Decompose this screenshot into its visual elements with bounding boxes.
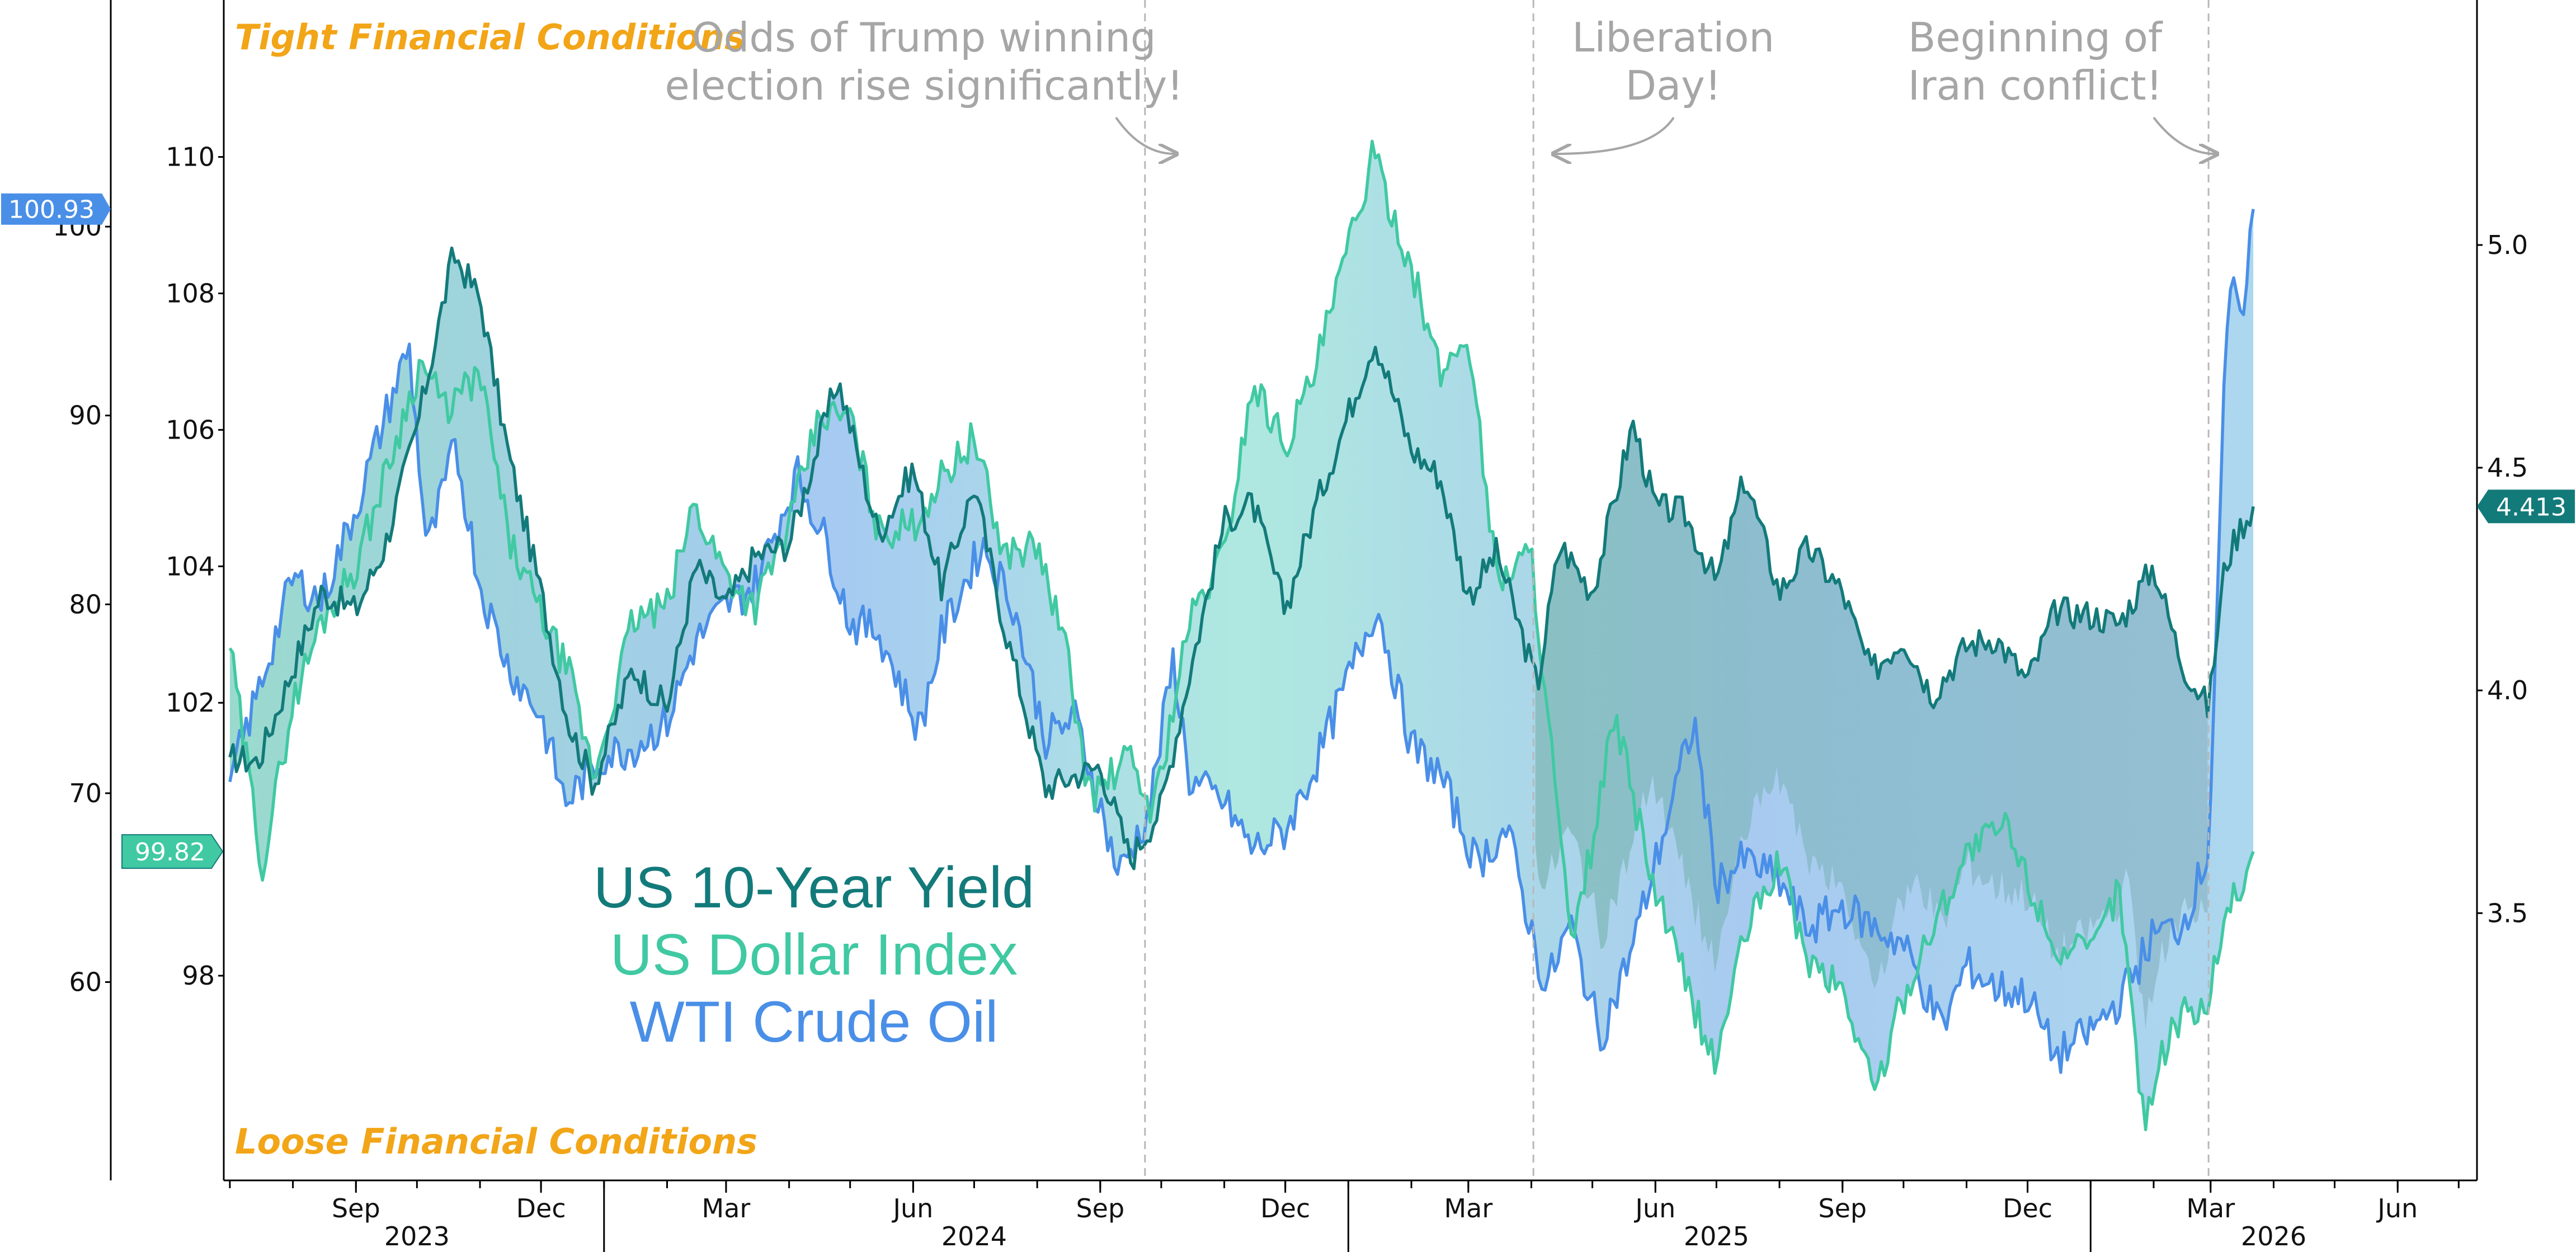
series-band-fill (229, 141, 2254, 1130)
yield-last-tag (2477, 489, 2575, 524)
x-month-label: Mar (2186, 1193, 2235, 1223)
dxy-tick-label: 108 (166, 278, 215, 308)
annotation-arrow-0 (1115, 116, 1175, 154)
x-year-label: 2026 (2241, 1221, 2306, 1251)
legend-oil: WTI Crude Oil (630, 990, 999, 1055)
x-month-label: Jun (1633, 1193, 1675, 1223)
dxy-tick-label: 110 (166, 142, 215, 172)
band-fill-layer (229, 141, 2254, 1130)
annotation-0-line-0: Odds of Trump winning (692, 14, 1156, 61)
annotation-arrow-2 (2153, 116, 2215, 154)
dxy-tick-label: 102 (166, 688, 215, 718)
annotation-arrow-1 (1555, 116, 1675, 154)
yield-band-fill (1535, 421, 2208, 1029)
legend: US 10-Year Yield US Dollar Index WTI Cru… (594, 855, 1034, 1055)
x-month-label: Sep (1818, 1193, 1867, 1223)
x-month-label: Sep (1076, 1193, 1124, 1223)
oil-last-tag (1, 193, 111, 225)
series-lines-layer (228, 139, 2255, 1132)
oil-last-tag-text: 100.93 (8, 196, 95, 224)
dxy-tick-label: 106 (166, 415, 215, 445)
yield-tick-label: 4.0 (2487, 675, 2528, 705)
dxy-last-tag (121, 834, 224, 869)
annotation-1-line-0: Liberation (1572, 14, 1774, 61)
legend-dxy: US Dollar Index (610, 922, 1018, 987)
yield-last-tag-text: 4.413 (2496, 493, 2566, 521)
series-line-oil (228, 209, 2255, 1074)
yield-tick-label: 4.5 (2487, 453, 2528, 483)
x-month-label: Mar (1444, 1193, 1492, 1223)
yield-tick-label: 5.0 (2487, 230, 2528, 260)
x-month-label: Jun (2376, 1193, 2418, 1223)
dxy-last-tag-text: 99.82 (135, 838, 205, 867)
event-vertical-lines (1144, 0, 2210, 1180)
x-year-label: 2025 (1684, 1221, 1749, 1251)
loose-conditions-note: Loose Financial Conditions (235, 1121, 757, 1162)
oil-tick-label: 60 (69, 967, 102, 997)
dxy-tick-label: 104 (166, 551, 215, 581)
axes-ticks-layer: 60708090100981021041061081103.54.04.55.0… (53, 142, 2528, 1252)
annotation-0-line-1: election rise significantly! (665, 62, 1184, 109)
tight-conditions-note: Tight Financial Conditions (235, 17, 745, 58)
series-line-yield (228, 246, 2255, 870)
x-month-label: Mar (702, 1193, 751, 1223)
oil-tick-label: 80 (69, 589, 102, 619)
series-line-dxy (228, 139, 2255, 1132)
x-month-label: Jun (891, 1193, 933, 1223)
legend-yield: US 10-Year Yield (594, 855, 1034, 920)
annotation-1-line-1: Day! (1626, 62, 1721, 109)
x-month-label: Dec (1260, 1193, 1310, 1223)
x-month-label: Sep (332, 1193, 380, 1223)
last-value-tags: 100.93 99.82 4.413 (1, 193, 2575, 869)
x-month-label: Dec (2003, 1193, 2052, 1223)
annotation-2-line-1: Iran conflict! (1908, 62, 2163, 109)
plot-frame (110, 0, 2478, 1182)
yield-tick-label: 3.5 (2487, 898, 2528, 928)
annotation-2-line-0: Beginning of (1908, 14, 2163, 61)
oil-tick-label: 90 (69, 401, 102, 431)
x-year-label: 2024 (941, 1221, 1007, 1251)
x-year-label: 2023 (384, 1221, 450, 1251)
x-month-label: Dec (516, 1193, 566, 1223)
oil-tick-label: 70 (69, 778, 102, 808)
dxy-tick-label: 98 (182, 961, 215, 991)
